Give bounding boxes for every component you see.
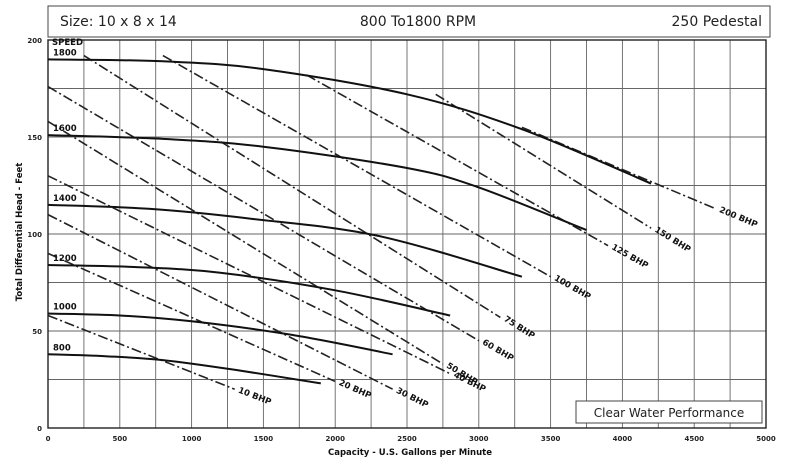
x-tick-label: 1000 [182,435,202,443]
y-tick-label: 0 [37,425,42,433]
x-tick-label: 0 [46,435,51,443]
speed-label: 1200 [53,254,77,264]
x-tick-label: 2000 [325,435,345,443]
clear-water-badge-text: Clear Water Performance [594,406,745,420]
header-rpm: 800 To1800 RPM [360,14,476,30]
speed-label: 1800 [53,48,77,58]
y-tick-label: 50 [32,328,42,336]
y-tick-label: 100 [27,231,42,239]
x-tick-label: 1500 [254,435,274,443]
speed-label: 800 [53,343,71,353]
x-tick-label: 2500 [397,435,417,443]
x-tick-label: 3000 [469,435,489,443]
header-pedestal: 250 Pedestal [672,14,762,30]
x-tick-label: 5000 [756,435,776,443]
y-axis-label: Total Differential Head - Feet [15,163,25,302]
x-tick-label: 4500 [684,435,704,443]
speed-label: 1400 [53,194,77,204]
header-size: Size: 10 x 8 x 14 [60,14,177,30]
x-axis-label: Capacity - U.S. Gallons per Minute [328,448,492,458]
speed-label: 1000 [53,303,77,313]
speed-label: 1600 [53,124,77,134]
speed-header: SPEED [52,38,83,48]
x-tick-label: 4000 [613,435,633,443]
y-tick-label: 200 [27,37,42,45]
x-tick-label: 500 [112,435,127,443]
y-tick-label: 150 [27,134,42,142]
x-tick-label: 3500 [541,435,561,443]
